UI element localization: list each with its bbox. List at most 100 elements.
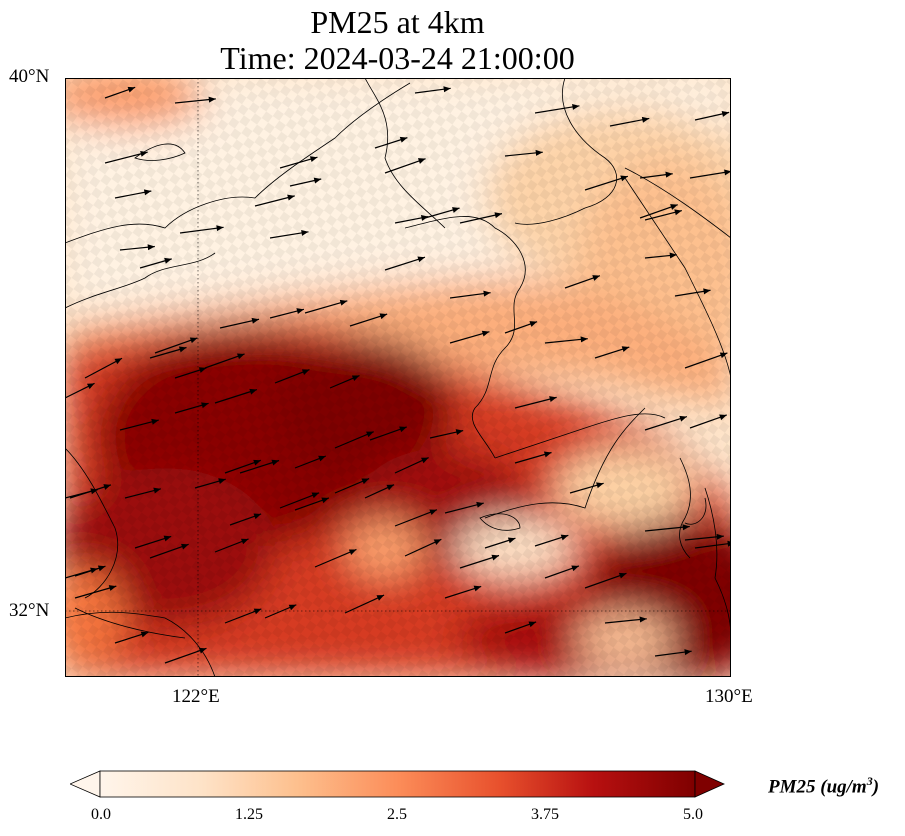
wind-vector-head	[592, 275, 600, 281]
wind-vector-head	[309, 156, 318, 163]
wind-vector-head	[669, 252, 677, 259]
wind-vector-head	[253, 513, 262, 520]
wind-vector-head	[621, 346, 630, 353]
wind-vector-head	[251, 317, 260, 324]
wind-vector-head	[189, 337, 198, 344]
wind-vector	[314, 548, 357, 568]
wind-vector	[154, 337, 198, 354]
wind-vector-head	[665, 171, 673, 178]
gridlines	[65, 78, 731, 677]
wind-vector-head	[679, 415, 687, 422]
wind-vector-head	[127, 86, 136, 93]
wind-vector-head	[724, 169, 731, 176]
wind-vector-head	[201, 402, 209, 409]
wind-vector-head	[140, 150, 148, 157]
wind-vector	[534, 105, 580, 114]
wind-vector-head	[529, 321, 538, 327]
wind-vector	[544, 338, 588, 344]
map-title-line1: PM25 at 4km	[310, 4, 485, 40]
wind-vector	[304, 300, 348, 314]
wind-vector-head	[420, 214, 429, 221]
wind-vector-head	[181, 543, 189, 550]
wind-vector	[164, 647, 207, 664]
wind-vector-head	[721, 110, 730, 117]
wind-vector-head	[421, 457, 429, 464]
wind-vector-head	[301, 369, 310, 375]
colorbar-tick: 0.0	[91, 806, 111, 823]
wind-vector-head	[147, 244, 155, 251]
wind-vector-head	[620, 175, 628, 182]
wind-vector-head	[455, 429, 464, 436]
colorbar-tick: 5.0	[683, 806, 703, 823]
lat-label-40n: 40°N	[9, 66, 50, 87]
wind-vector-head	[507, 537, 516, 544]
wind-vector-head	[376, 595, 385, 601]
wind-vector-head	[218, 478, 226, 484]
colorbar-tick: 3.75	[531, 806, 559, 823]
wind-vector-head	[301, 229, 309, 236]
wind-vector-head	[366, 431, 374, 438]
wind-vector-head	[253, 608, 262, 615]
wind-vector-head	[351, 375, 360, 382]
coastlines	[65, 78, 731, 677]
wind-vector	[69, 484, 112, 499]
wind-vector-head	[287, 194, 295, 201]
wind-vector-head	[253, 459, 261, 466]
wind-vector	[584, 175, 629, 191]
wind-vector-head	[716, 533, 724, 540]
wind-vector-head	[535, 149, 543, 156]
wind-vector-head	[719, 414, 727, 421]
pm25-field	[65, 78, 731, 677]
wind-vector-head	[618, 572, 627, 579]
wind-vector	[74, 585, 117, 599]
lon-label-122e: 122°E	[172, 686, 220, 707]
wind-vector	[384, 256, 426, 271]
wind-vector-head	[164, 257, 172, 264]
wind-vector-head	[639, 616, 647, 623]
wind-vector-head	[703, 288, 711, 295]
map-frame	[65, 78, 731, 677]
wind-vector-head	[473, 585, 482, 592]
colorbar-min-extend	[70, 770, 101, 798]
wind-vector-head	[178, 346, 187, 353]
lat-label-32n: 32°N	[9, 600, 50, 621]
wind-vector	[104, 151, 148, 164]
colorbar-tick: 2.5	[387, 806, 407, 823]
colorbar	[70, 770, 725, 798]
colorbar-gradient	[99, 770, 696, 798]
wind-vector-head	[386, 484, 395, 491]
wind-vector-head	[417, 158, 426, 164]
wind-vector-head	[114, 358, 123, 365]
wind-vector	[644, 525, 690, 532]
wind-vector-head	[198, 367, 207, 373]
wind-vector-head	[271, 459, 280, 466]
wind-vectors	[65, 86, 731, 664]
wind-vector-head	[641, 116, 650, 123]
wind-vector-head	[198, 647, 207, 654]
wind-vector	[179, 226, 224, 234]
wind-vector-head	[140, 631, 149, 638]
wind-vector-head	[399, 426, 407, 433]
wind-vector-head	[528, 621, 537, 628]
wind-vector-head	[379, 313, 388, 320]
wind-vector-head	[719, 352, 728, 359]
colorbar-tick: 1.25	[235, 806, 263, 823]
wind-vector-head	[108, 585, 117, 591]
wind-vector	[644, 416, 688, 431]
wind-vector-head	[670, 204, 678, 210]
wind-vector-head	[560, 534, 569, 541]
wind-vector-head	[97, 565, 106, 572]
wind-vector-head	[452, 207, 460, 213]
wind-vector-head	[216, 225, 224, 232]
wind-vector-head	[429, 509, 437, 516]
wind-vector-head	[481, 330, 490, 337]
lon-label-130e: 130°E	[705, 686, 753, 707]
wind-vector-head	[580, 336, 588, 343]
wind-vector	[584, 572, 627, 589]
wind-vector	[514, 396, 557, 409]
wind-vector-head	[571, 565, 579, 572]
wind-vector-head	[240, 538, 249, 545]
wind-vector-head	[296, 308, 304, 314]
wind-vector-head	[153, 487, 161, 494]
wind-vector	[384, 158, 426, 174]
